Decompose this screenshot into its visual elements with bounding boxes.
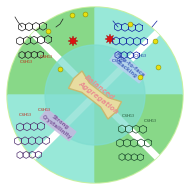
Text: Strong
Crystallinity: Strong Crystallinity bbox=[40, 110, 76, 140]
Polygon shape bbox=[69, 71, 121, 119]
Text: $\mathregular{C_6H_{13}}$: $\mathregular{C_6H_{13}}$ bbox=[18, 111, 32, 119]
Text: $\mathregular{C_6H_{13}}$: $\mathregular{C_6H_{13}}$ bbox=[37, 106, 51, 114]
Polygon shape bbox=[105, 34, 115, 44]
Text: $\mathregular{C_6H_{13}}$: $\mathregular{C_6H_{13}}$ bbox=[19, 58, 33, 66]
Polygon shape bbox=[68, 36, 78, 46]
Text: $\mathregular{C_6H_{13}}$: $\mathregular{C_6H_{13}}$ bbox=[39, 53, 53, 61]
Text: $\mathregular{C_6H_{13}}$: $\mathregular{C_6H_{13}}$ bbox=[133, 52, 147, 60]
Text: Aggregation: Aggregation bbox=[78, 81, 120, 115]
Text: $\mathregular{C_6H_{13}}$: $\mathregular{C_6H_{13}}$ bbox=[111, 57, 125, 65]
Text: $\mathregular{C_6H_{13}}$: $\mathregular{C_6H_{13}}$ bbox=[121, 112, 135, 120]
Text: Balanced: Balanced bbox=[83, 74, 115, 101]
Text: Face-to-face
Stacking: Face-to-face Stacking bbox=[110, 52, 146, 82]
Wedge shape bbox=[8, 95, 95, 182]
Text: $\mathregular{C_6H_{13}}$: $\mathregular{C_6H_{13}}$ bbox=[143, 117, 157, 125]
Circle shape bbox=[45, 45, 145, 145]
Wedge shape bbox=[95, 95, 182, 182]
Wedge shape bbox=[95, 8, 182, 95]
Circle shape bbox=[7, 7, 183, 183]
Wedge shape bbox=[8, 8, 95, 95]
